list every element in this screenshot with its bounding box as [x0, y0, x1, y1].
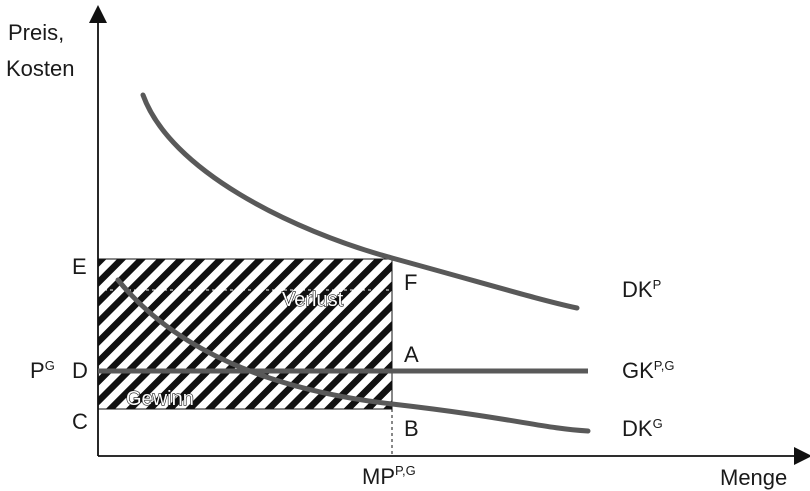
point-c: C: [72, 409, 88, 434]
region-loss-label: Verlust: [282, 289, 344, 311]
point-f: F: [404, 270, 417, 295]
quantity-label: MPP,G: [362, 463, 416, 489]
label-gk-pg-base: GK: [622, 358, 654, 383]
price-label: PG: [30, 358, 55, 383]
x-axis-label: Menge: [720, 465, 787, 490]
quantity-label-base: MP: [362, 464, 395, 489]
label-dk-p-sup: P: [653, 277, 662, 292]
price-label-sup: G: [45, 358, 55, 373]
point-a: A: [404, 342, 419, 367]
label-dk-g: DKG: [622, 416, 663, 441]
region-profit-label: Gewinn: [126, 388, 194, 410]
label-dk-g-sup: G: [653, 416, 663, 431]
y-axis-label-line1: Preis,: [8, 20, 64, 45]
y-axis-label-line2: Kosten: [6, 56, 75, 81]
quantity-label-sup: P,G: [395, 463, 416, 478]
label-gk-pg-sup: P,G: [654, 358, 675, 373]
point-b: B: [404, 416, 419, 441]
label-dk-p: DKP: [622, 277, 661, 302]
curve-dk-g: [115, 277, 591, 434]
curve-dk-p: [140, 92, 580, 311]
price-label-base: P: [30, 358, 45, 383]
label-dk-g-base: DK: [622, 416, 653, 441]
label-dk-p-base: DK: [622, 277, 653, 302]
point-d: D: [72, 358, 88, 383]
label-gk-pg: GKP,G: [622, 358, 675, 383]
hatched-area: [98, 259, 392, 409]
point-e: E: [72, 254, 87, 279]
